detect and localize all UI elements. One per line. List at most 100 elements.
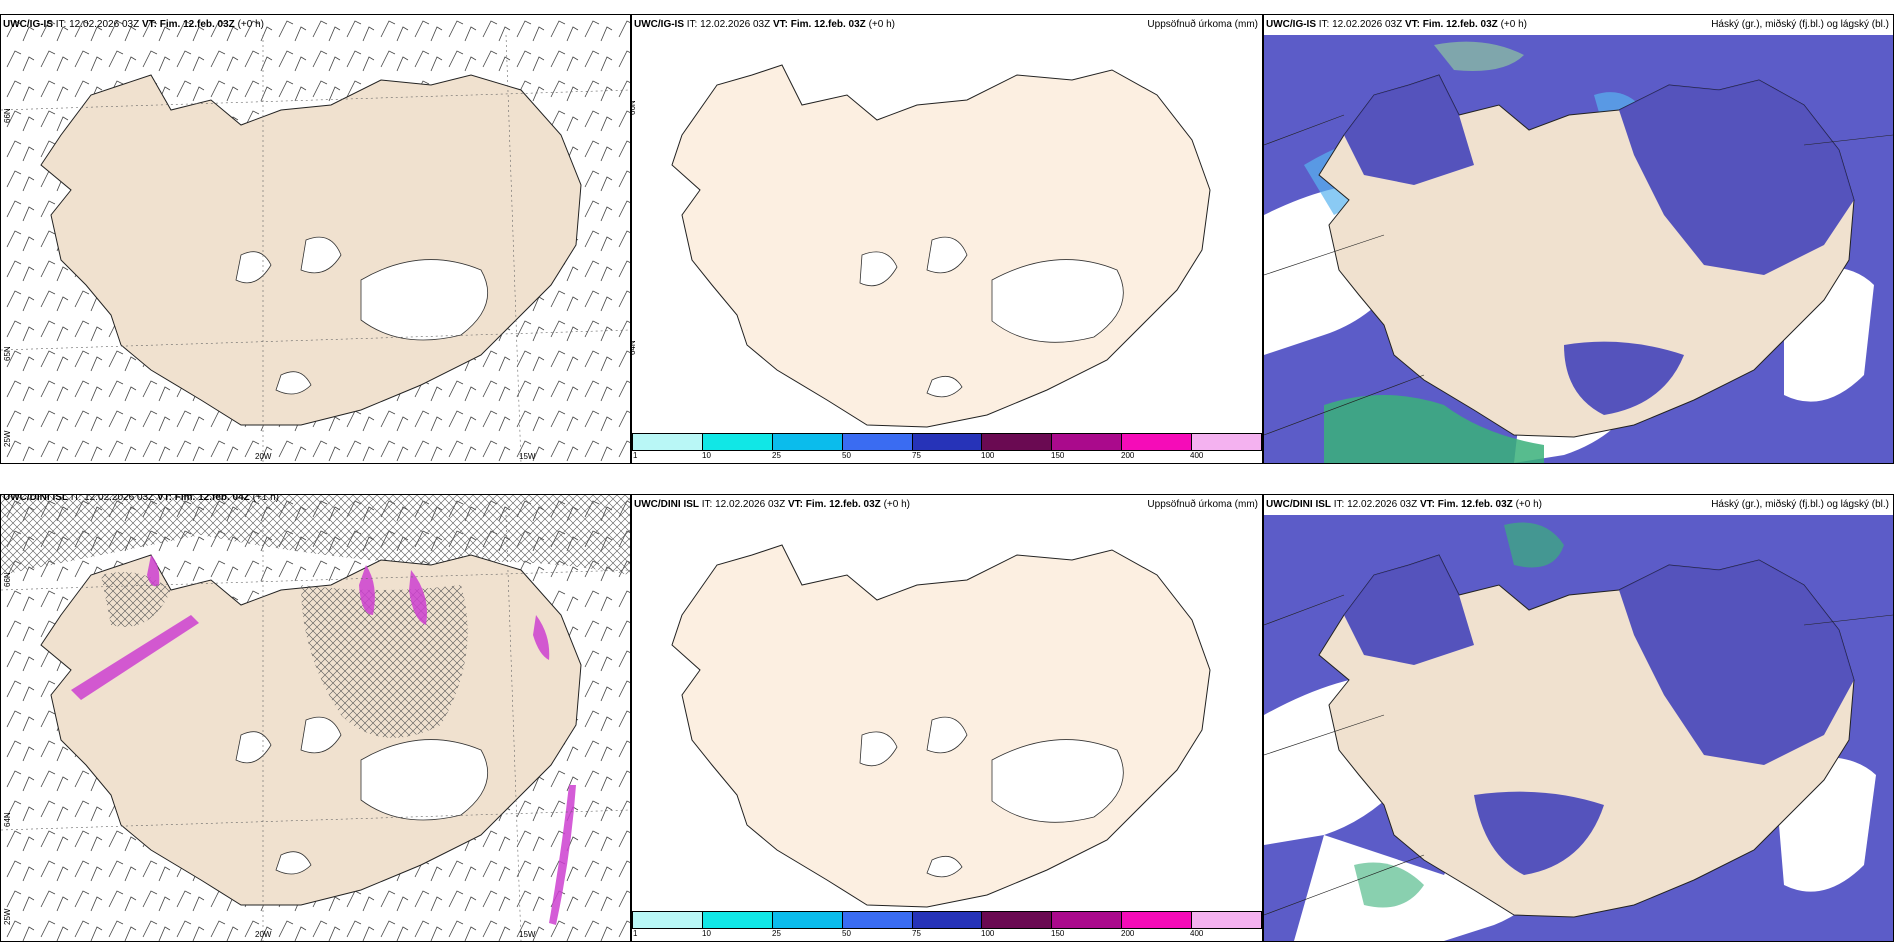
- init-time: IT: 12.02.2026 03Z: [701, 499, 786, 510]
- init-time: IT: 12.02.2026 03Z: [686, 19, 771, 30]
- valid-time: Fim. 12.feb. 03Z: [790, 19, 866, 30]
- colorbar-label: 200: [1121, 929, 1135, 938]
- cloud-panel-row1: UWC/IG-IS IT: 12.02.2026 03Z VT: Fim. 12…: [1263, 14, 1894, 464]
- model-name: UWC/IG-IS: [634, 19, 684, 30]
- model-name: UWC/DINI ISL: [3, 494, 68, 503]
- colorbar-label: 100: [981, 451, 995, 460]
- lon-label-20: 20W: [255, 452, 272, 461]
- colorbar-cell: [912, 434, 983, 450]
- colorbar-cell: [702, 912, 773, 928]
- lat-label-66: 66N: [631, 100, 637, 115]
- colorbar-label: 150: [1051, 451, 1065, 460]
- field-description: Uppsöfnuð úrkoma (mm): [1147, 19, 1258, 30]
- valid-time: Fim. 12.feb. 03Z: [805, 499, 881, 510]
- cloud-map: [1264, 515, 1893, 941]
- lat-label-65: 65N: [3, 346, 12, 361]
- init-time: IT: 12.02.2026 03Z: [1333, 499, 1418, 510]
- panel-title: UWC/DINI ISL IT: 12.02.2026 03Z VT: Fim.…: [634, 499, 910, 511]
- model-name: UWC/DINI ISL: [634, 499, 699, 510]
- field-description: Uppsöfnuð úrkoma (mm): [1147, 499, 1258, 510]
- valid-label: VT:: [1404, 19, 1420, 30]
- field-description: Háský (gr.), miðský (fj.bl.) og lágský (…: [1711, 499, 1889, 511]
- colorbar-label: 50: [842, 929, 851, 938]
- wind-panel-row1: UWC/IG-IS IT: 12.02.2026 03Z VT: Fim. 12…: [0, 14, 631, 464]
- panel-title: UWC/DINI ISL IT: 12.02.2026 03Z VT: Fim.…: [1266, 499, 1544, 511]
- lat-label-66: 66N: [3, 572, 12, 587]
- valid-label: VT:: [156, 494, 172, 503]
- cloud-map: [1264, 35, 1893, 463]
- lead-time: (+0 h): [868, 19, 895, 30]
- lon-label-25: 25W: [3, 430, 12, 447]
- colorbar-cell: [912, 912, 983, 928]
- colorbar-labels: 1 10 25 50 75 100 150 200 400: [632, 451, 1260, 461]
- colorbar-label: 200: [1121, 451, 1135, 460]
- lon-label-15: 15W: [519, 930, 536, 939]
- panel-title: UWC/IG-IS IT: 12.02.2026 03Z VT: Fim. 12…: [1266, 19, 1529, 31]
- lead-time: (+0 h): [1500, 19, 1527, 30]
- init-time: IT: 12.02.2026 03Z: [55, 19, 140, 30]
- lon-label-25: 25W: [3, 908, 12, 925]
- colorbar-labels: 1 10 25 50 75 100 150 200 400: [632, 929, 1260, 939]
- colorbar-cell: [1122, 912, 1193, 928]
- colorbar-label: 25: [772, 451, 781, 460]
- init-time: IT: 12.02.2026 03Z: [70, 494, 155, 503]
- precip-panel-row1: UWC/IG-IS IT: 12.02.2026 03Z VT: Fim. 12…: [631, 14, 1263, 464]
- precip-colorbar: [632, 433, 1262, 451]
- colorbar-label: 25: [772, 929, 781, 938]
- colorbar-label: 10: [702, 929, 711, 938]
- valid-label: VT:: [1419, 499, 1435, 510]
- colorbar-cell: [1122, 434, 1193, 450]
- colorbar-cell: [702, 434, 773, 450]
- model-name: UWC/DINI ISL: [1266, 499, 1331, 510]
- colorbar-label: 1: [633, 451, 638, 460]
- colorbar-cell: [772, 434, 843, 450]
- lon-label-20: 20W: [255, 930, 272, 939]
- lat-label-66: 66N: [3, 108, 12, 123]
- colorbar-cell: [772, 912, 843, 928]
- colorbar-label: 1: [633, 929, 638, 938]
- colorbar-label: 50: [842, 451, 851, 460]
- colorbar-cell: [1192, 912, 1262, 928]
- valid-time: Fim. 12.feb. 03Z: [1422, 19, 1498, 30]
- panel-title: UWC/IG-IS IT: 12.02.2026 03Z VT: Fim. 12…: [3, 19, 264, 31]
- colorbar-cell: [1192, 434, 1262, 450]
- colorbar-cell: [842, 434, 913, 450]
- colorbar-cell: [1052, 912, 1123, 928]
- colorbar-cell: [842, 912, 913, 928]
- model-name: UWC/IG-IS: [1266, 19, 1316, 30]
- panel-title: UWC/IG-IS IT: 12.02.2026 03Z VT: Fim. 12…: [634, 19, 895, 31]
- valid-label: VT:: [787, 499, 803, 510]
- init-time: IT: 12.02.2026 03Z: [1318, 19, 1403, 30]
- valid-time: Fim. 12.feb. 04Z: [174, 494, 250, 503]
- colorbar-label: 400: [1190, 929, 1204, 938]
- cloud-panel-row2: UWC/DINI ISL IT: 12.02.2026 03Z VT: Fim.…: [1263, 494, 1894, 942]
- colorbar-label: 75: [912, 451, 921, 460]
- lat-label-64: 64N: [3, 812, 12, 827]
- valid-label: VT:: [772, 19, 788, 30]
- precip-panel-row2: UWC/DINI ISL IT: 12.02.2026 03Z VT: Fim.…: [631, 494, 1263, 942]
- lead-time: (+0 h): [883, 499, 910, 510]
- field-description: Háský (gr.), miðský (fj.bl.) og lágský (…: [1711, 19, 1889, 31]
- model-name: UWC/IG-IS: [3, 19, 53, 30]
- wind-map: [1, 15, 630, 463]
- lat-label-64: 64N: [631, 340, 637, 355]
- colorbar-label: 100: [981, 929, 995, 938]
- colorbar-cell: [982, 912, 1053, 928]
- colorbar-cell: [982, 434, 1053, 450]
- lead-time: (+0 h): [237, 19, 264, 30]
- colorbar-label: 400: [1190, 451, 1204, 460]
- lead-time: (+1 h): [252, 494, 279, 503]
- lon-label-15: 15W: [519, 452, 536, 461]
- colorbar-label: 75: [912, 929, 921, 938]
- lead-time: (+0 h): [1515, 499, 1542, 510]
- valid-label: VT:: [141, 19, 157, 30]
- valid-time: Fim. 12.feb. 03Z: [159, 19, 235, 30]
- wind-panel-row2: UWC/DINI ISL IT: 12.02.2026 03Z VT: Fim.…: [0, 494, 631, 942]
- precip-colorbar: [632, 911, 1262, 929]
- colorbar-cell: [633, 434, 703, 450]
- wind-map: [1, 495, 630, 941]
- colorbar-label: 150: [1051, 929, 1065, 938]
- colorbar-cell: [1052, 434, 1123, 450]
- colorbar-cell: [633, 912, 703, 928]
- panel-title: UWC/DINI ISL IT: 12.02.2026 03Z VT: Fim.…: [3, 494, 279, 504]
